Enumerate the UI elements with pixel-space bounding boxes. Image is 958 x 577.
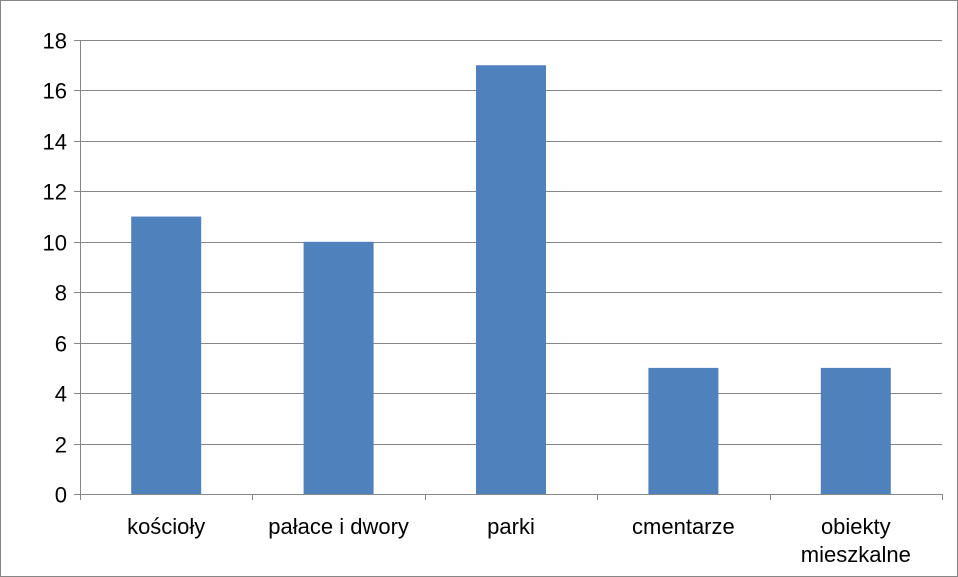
y-tick-label: 8	[55, 281, 67, 306]
bar	[820, 367, 891, 494]
y-tick-label: 6	[55, 332, 67, 357]
bar	[476, 65, 546, 494]
category-label: pałace i dwory	[268, 514, 409, 539]
category-label: parki	[487, 514, 535, 539]
category-label: mieszkalne	[801, 542, 911, 567]
bar	[131, 216, 202, 495]
category-label: cmentarze	[632, 514, 735, 539]
y-tick-label: 12	[43, 180, 67, 205]
bar	[303, 241, 374, 494]
y-tick-label: 14	[43, 130, 67, 155]
category-label: obiekty	[821, 514, 891, 539]
y-tick-label: 16	[43, 79, 67, 104]
bars	[131, 65, 891, 495]
axes	[74, 40, 943, 500]
y-tick-labels: 0 2 4 6 8 10 12 14 16 18	[43, 29, 67, 508]
category-labels: kościoły pałace i dwory parki cmentarze obie…	[127, 514, 911, 567]
y-tick-label: 10	[43, 231, 67, 256]
y-tick-label: 2	[55, 433, 67, 458]
y-tick-label: 4	[55, 382, 67, 407]
bar	[648, 367, 719, 494]
y-tick-label: 18	[43, 29, 67, 54]
y-tick-label: 0	[55, 483, 67, 508]
category-label: kościoły	[127, 514, 205, 539]
